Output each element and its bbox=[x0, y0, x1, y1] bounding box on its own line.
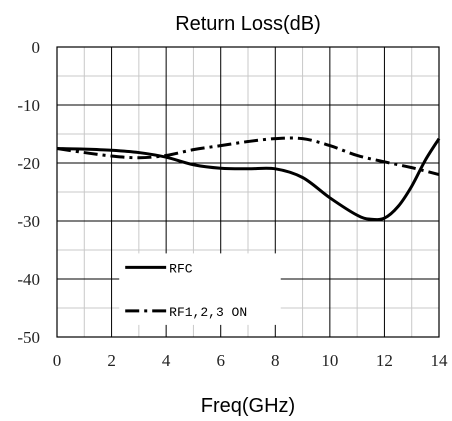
x-tick-label: 12 bbox=[376, 351, 393, 370]
y-tick-label: -20 bbox=[17, 154, 40, 173]
x-tick-label: 0 bbox=[53, 351, 62, 370]
series-layer bbox=[56, 136, 441, 222]
y-tick-label: 0 bbox=[32, 38, 41, 57]
y-tick-label: -50 bbox=[17, 328, 40, 347]
x-tick-label: 2 bbox=[107, 351, 116, 370]
plot-frame bbox=[56, 46, 440, 338]
x-tick-label: 6 bbox=[216, 351, 225, 370]
legend-background bbox=[119, 253, 281, 325]
x-axis-label: Freq(GHz) bbox=[201, 395, 295, 417]
x-tick-labels: 0 2 4 6 8 10 12 14 bbox=[53, 351, 448, 370]
legend-label-rfc: RFC bbox=[169, 261, 193, 276]
series-line-rf1-2-3-on bbox=[56, 136, 440, 177]
chart-title: Return Loss(dB) bbox=[175, 13, 321, 35]
y-tick-labels: 0 -10 -20 -30 -40 -50 bbox=[17, 38, 40, 347]
y-tick-label: -30 bbox=[17, 212, 40, 231]
legend-label-rf1-2-3-on: RF1,2,3 ON bbox=[169, 305, 247, 320]
x-tick-label: 10 bbox=[321, 351, 338, 370]
legend: RFC RF1,2,3 ON bbox=[119, 253, 281, 325]
x-tick-label: 8 bbox=[271, 351, 280, 370]
y-tick-label: -10 bbox=[17, 96, 40, 115]
x-tick-label: 4 bbox=[162, 351, 171, 370]
y-tick-label: -40 bbox=[17, 270, 40, 289]
series-line-rfc bbox=[56, 137, 441, 222]
x-tick-label: 14 bbox=[431, 351, 449, 370]
